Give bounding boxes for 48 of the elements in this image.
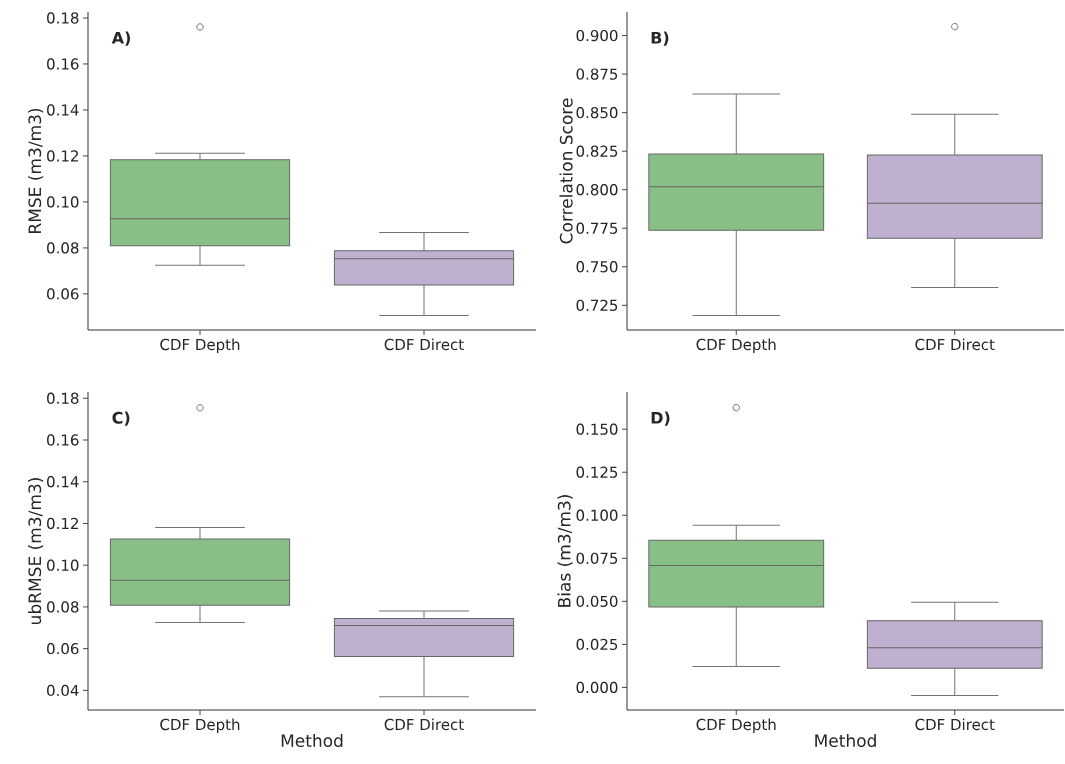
x-axis-title: Method — [815, 733, 876, 748]
x-tick-label: CDF Direct — [384, 338, 464, 351]
y-tick-label: 0.18 — [47, 392, 79, 404]
annotation: D) — [651, 411, 670, 426]
x-tick-label: CDF Direct — [915, 338, 995, 351]
y-tick-label: 0.025 — [576, 638, 618, 651]
y-tick-label: 0.050 — [576, 595, 618, 608]
y-axis-title: ubRMSE (m3/m3) — [28, 478, 44, 624]
y-tick-label: 0.16 — [47, 58, 79, 70]
x-axis-title: Method — [281, 733, 343, 748]
y-tick-label: 0.775 — [576, 222, 618, 234]
y-tick-label: 0.14 — [47, 104, 79, 116]
y-tick-label: 0.750 — [576, 261, 618, 273]
y-tick-label: 0.14 — [47, 476, 79, 488]
y-axis-title: Correlation Score — [559, 98, 573, 244]
y-tick-label: 0.125 — [576, 466, 618, 478]
y-tick-label: 0.000 — [576, 681, 618, 694]
x-tick-label: CDF Depth — [696, 718, 776, 734]
y-tick-label: 0.10 — [47, 559, 79, 571]
y-tick-label: 0.725 — [576, 299, 618, 312]
y-tick-label: 0.150 — [576, 423, 618, 435]
y-tick-label: 0.16 — [47, 434, 79, 446]
y-tick-label: 0.06 — [47, 642, 79, 655]
annotation: A) — [111, 31, 131, 46]
x-tick-label: CDF Depth — [160, 338, 240, 354]
y-axis-title: Bias (m3/m3) — [557, 495, 573, 607]
y-tick-label: 0.06 — [47, 288, 79, 300]
y-tick-label: 0.825 — [576, 145, 618, 157]
annotation: C) — [112, 411, 130, 426]
y-tick-label: 0.12 — [47, 517, 78, 530]
y-tick-label: 0.850 — [576, 106, 618, 119]
y-tick-label: 0.100 — [576, 509, 618, 521]
y-tick-label: 0.10 — [47, 196, 79, 208]
y-tick-label: 0.18 — [47, 12, 79, 24]
y-tick-label: 0.08 — [47, 601, 79, 613]
y-tick-label: 0.800 — [576, 184, 618, 196]
x-tick-label: CDF Depth — [160, 718, 240, 734]
y-axis-title: RMSE (m3/m3) — [28, 108, 44, 233]
x-tick-label: CDF Direct — [915, 718, 995, 731]
annotation: B) — [651, 31, 669, 46]
y-tick-label: 0.12 — [47, 150, 78, 162]
y-tick-label: 0.04 — [47, 684, 79, 697]
y-tick-label: 0.08 — [47, 242, 79, 254]
x-tick-label: CDF Depth — [696, 338, 776, 354]
y-tick-label: 0.900 — [576, 29, 618, 42]
y-tick-label: 0.075 — [576, 552, 618, 564]
y-tick-label: 0.875 — [576, 68, 618, 80]
x-tick-label: CDF Direct — [384, 718, 464, 731]
